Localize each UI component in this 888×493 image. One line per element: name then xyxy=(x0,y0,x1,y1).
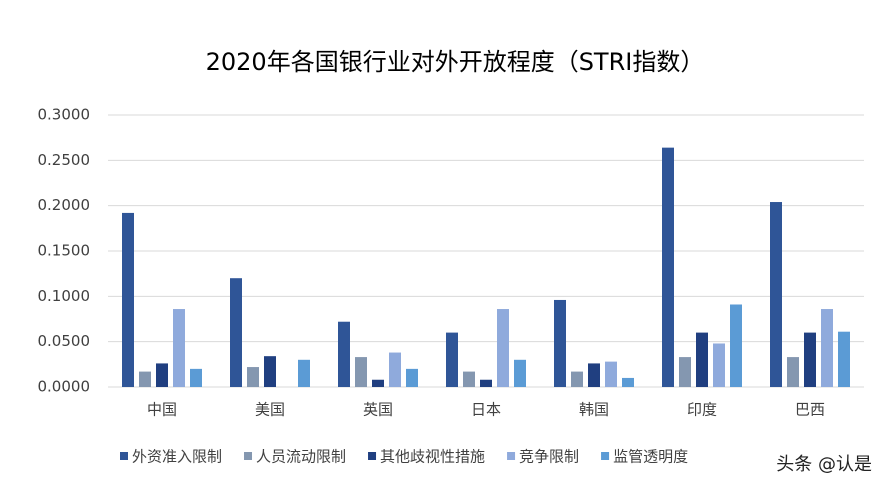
bar xyxy=(605,361,617,387)
bar xyxy=(571,371,583,387)
bar xyxy=(338,321,350,387)
y-tick-label: 0.0000 xyxy=(38,378,91,396)
y-tick-label: 0.0500 xyxy=(38,332,91,350)
bar xyxy=(190,368,202,387)
bar xyxy=(122,212,134,387)
bar xyxy=(713,343,725,387)
bar xyxy=(588,363,600,387)
bar xyxy=(230,278,242,387)
legend-label: 监管透明度 xyxy=(613,448,688,466)
x-tick-label: 美国 xyxy=(255,401,285,419)
bar xyxy=(156,363,168,387)
bar xyxy=(264,356,276,387)
bar xyxy=(463,371,475,387)
legend-label: 竞争限制 xyxy=(519,448,579,466)
bar xyxy=(247,367,259,387)
x-tick-label: 韩国 xyxy=(579,401,609,419)
bar xyxy=(497,309,509,387)
bar xyxy=(389,352,401,387)
bar xyxy=(139,371,151,387)
legend-label: 其他歧视性措施 xyxy=(380,448,485,466)
x-tick-label: 英国 xyxy=(363,401,393,419)
bar xyxy=(554,299,566,387)
legend-label: 外资准入限制 xyxy=(132,448,222,466)
bar xyxy=(821,309,833,387)
bar xyxy=(804,332,816,387)
chart-title: 2020年各国银行业对外开放程度（STRI指数） xyxy=(206,48,705,76)
legend-label: 人员流动限制 xyxy=(256,448,346,466)
x-tick-label: 日本 xyxy=(471,401,501,419)
y-tick-label: 0.2000 xyxy=(38,196,91,214)
bar xyxy=(446,332,458,387)
bar xyxy=(514,359,526,387)
legend-swatch xyxy=(244,452,253,460)
bar xyxy=(372,379,384,387)
x-tick-label: 印度 xyxy=(687,401,717,419)
legend-swatch xyxy=(368,452,377,460)
y-tick-label: 0.2500 xyxy=(38,151,91,169)
y-tick-label: 0.3000 xyxy=(38,106,91,124)
x-tick-label: 巴西 xyxy=(795,401,825,419)
bar xyxy=(406,368,418,387)
legend-swatch xyxy=(120,452,128,460)
bar xyxy=(838,331,850,387)
bar xyxy=(480,379,492,387)
bar xyxy=(770,202,782,387)
bar xyxy=(730,304,742,387)
bar xyxy=(298,359,310,387)
y-tick-label: 0.1000 xyxy=(38,287,91,305)
bar xyxy=(355,357,367,387)
bar xyxy=(662,147,674,387)
y-tick-label: 0.1500 xyxy=(38,242,91,260)
bar xyxy=(173,309,185,387)
bar xyxy=(696,332,708,387)
bar xyxy=(622,377,634,387)
bar xyxy=(787,357,799,387)
bar xyxy=(679,357,691,387)
watermark: 头条 @认是 xyxy=(776,454,872,475)
legend-swatch xyxy=(601,452,610,460)
legend-swatch xyxy=(507,452,516,460)
x-tick-label: 中国 xyxy=(147,401,177,419)
